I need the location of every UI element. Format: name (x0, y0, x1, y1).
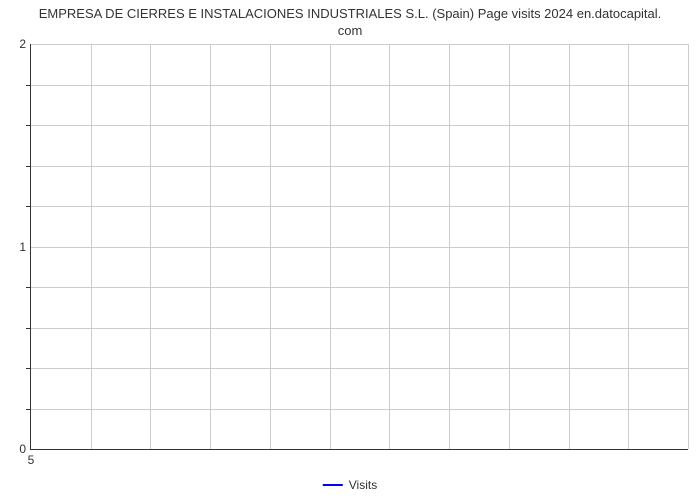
y-tick-label: 0 (11, 442, 26, 456)
grid-line-vertical (688, 44, 689, 449)
grid-line-horizontal (31, 328, 688, 329)
legend: Visits (323, 478, 377, 492)
y-minor-tick (26, 368, 31, 369)
grid-line-horizontal (31, 166, 688, 167)
y-minor-tick (26, 166, 31, 167)
grid-line-horizontal (31, 44, 688, 45)
grid-line-vertical (449, 44, 450, 449)
grid-line-vertical (210, 44, 211, 449)
y-minor-tick (26, 206, 31, 207)
grid-line-vertical (91, 44, 92, 449)
grid-line-horizontal (31, 206, 688, 207)
grid-line-vertical (150, 44, 151, 449)
y-minor-tick (26, 85, 31, 86)
grid-line-horizontal (31, 368, 688, 369)
grid-line-horizontal (31, 125, 688, 126)
grid-line-vertical (569, 44, 570, 449)
legend-swatch (323, 484, 343, 486)
grid-line-horizontal (31, 409, 688, 410)
grid-line-horizontal (31, 287, 688, 288)
grid-line-vertical (509, 44, 510, 449)
grid-line-horizontal (31, 85, 688, 86)
y-minor-tick (26, 125, 31, 126)
y-minor-tick (26, 328, 31, 329)
y-minor-tick (26, 287, 31, 288)
plot-area: 0125 (30, 44, 688, 450)
y-tick-label: 2 (11, 37, 26, 51)
grid-line-vertical (628, 44, 629, 449)
y-minor-tick (26, 409, 31, 410)
legend-label: Visits (349, 478, 377, 492)
grid-line-vertical (389, 44, 390, 449)
chart-container: EMPRESA DE CIERRES E INSTALACIONES INDUS… (0, 0, 700, 500)
y-tick-label: 1 (11, 240, 26, 254)
title-line-1: EMPRESA DE CIERRES E INSTALACIONES INDUS… (39, 6, 662, 21)
x-tick-label: 5 (28, 453, 35, 467)
grid-line-vertical (270, 44, 271, 449)
grid-line-vertical (330, 44, 331, 449)
title-line-2: com (338, 23, 363, 38)
chart-title: EMPRESA DE CIERRES E INSTALACIONES INDUS… (0, 0, 700, 40)
grid-line-horizontal (31, 247, 688, 248)
